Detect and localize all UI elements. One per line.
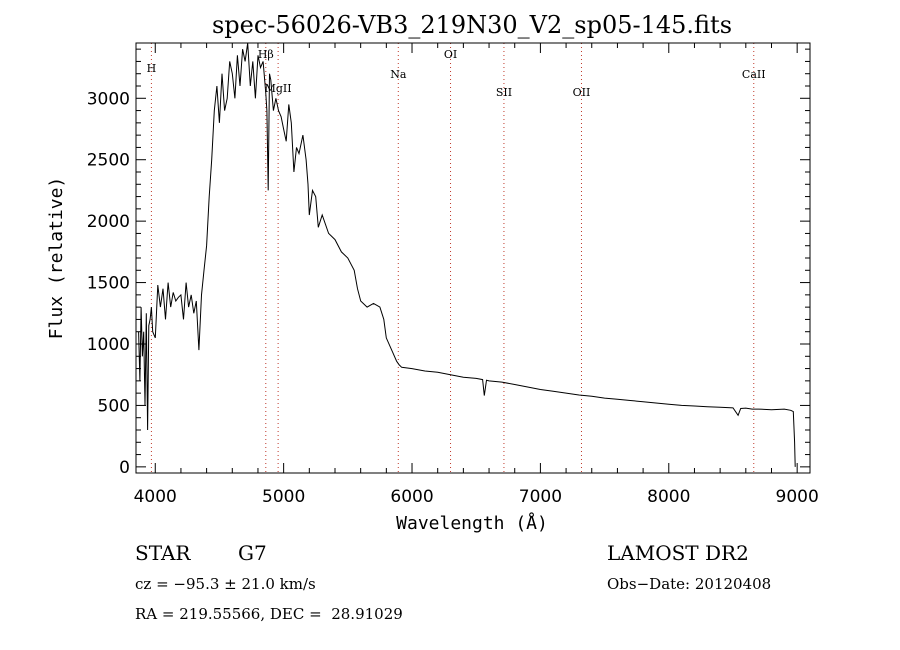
class-label: STAR xyxy=(135,541,191,565)
axis-ticks: 4000 5000 6000 7000 8000 9000 0 500 1000 1500 2000… xyxy=(87,43,819,507)
y-tick-label: 2500 xyxy=(87,151,130,171)
line-marker-label: Hβ xyxy=(258,48,274,61)
line-marker-label: Na xyxy=(390,68,407,81)
y-tick-label: 1000 xyxy=(87,335,130,355)
y-tick-label: 1500 xyxy=(87,274,130,294)
survey-label: LAMOST DR2 xyxy=(607,541,749,565)
y-tick-label: 500 xyxy=(98,396,130,416)
obs-date-text: Obs−Date: 20120408 xyxy=(607,575,772,593)
line-marker-label: MgII xyxy=(265,82,292,95)
x-axis-label: Wavelength (Å) xyxy=(396,512,548,534)
chart-title: spec-56026-VB3_219N30_V2_sp05-145.fits xyxy=(212,11,732,39)
y-tick-label: 2000 xyxy=(87,212,130,232)
redshift-text: cz = −95.3 ± 21.0 km/s xyxy=(135,575,316,593)
spectrum-layer xyxy=(138,42,796,467)
x-tick-label: 9000 xyxy=(776,487,819,507)
line-marker-label: SII xyxy=(496,86,512,99)
line-marker-label: OI xyxy=(444,48,457,61)
subclass-label: G7 xyxy=(238,541,267,565)
x-tick-label: 5000 xyxy=(262,487,305,507)
y-axis-label: Flux (relative) xyxy=(46,177,67,340)
y-tick-label: 0 xyxy=(119,458,130,478)
x-tick-label: 4000 xyxy=(134,487,177,507)
y-tick-label: 3000 xyxy=(87,89,130,109)
coordinates-text: RA = 219.55566, DEC = 28.91029 xyxy=(135,605,403,623)
line-marker-layer: H Hβ MgII Na OI SII OII CaII xyxy=(147,43,766,473)
line-marker-label: OII xyxy=(573,86,591,99)
line-marker-label: CaII xyxy=(742,68,766,81)
x-tick-label: 7000 xyxy=(519,487,562,507)
plot-frame xyxy=(135,42,811,474)
spectrum-series-line xyxy=(138,42,796,467)
line-marker-label: H xyxy=(147,62,157,75)
x-tick-label: 6000 xyxy=(390,487,433,507)
x-tick-label: 8000 xyxy=(647,487,690,507)
